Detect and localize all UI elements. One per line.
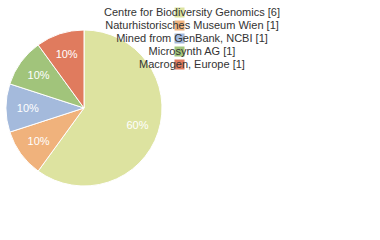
svg-text:Centre for Biodiversity Genomi: Centre for Biodiversity Genomics [6]: [104, 6, 280, 18]
svg-text:60%: 60%: [126, 119, 148, 131]
svg-text:10%: 10%: [17, 102, 39, 114]
svg-text:Macrogen, Europe [1]: Macrogen, Europe [1]: [139, 58, 245, 70]
svg-text:Mined from GenBank, NCBI [1]: Mined from GenBank, NCBI [1]: [116, 32, 268, 44]
svg-text:10%: 10%: [56, 48, 78, 60]
svg-text:10%: 10%: [28, 135, 50, 147]
svg-text:Naturhistorisches Museum Wien: Naturhistorisches Museum Wien [1]: [105, 19, 279, 31]
svg-text:Microsynth AG [1]: Microsynth AG [1]: [149, 45, 236, 57]
svg-text:10%: 10%: [28, 69, 50, 81]
